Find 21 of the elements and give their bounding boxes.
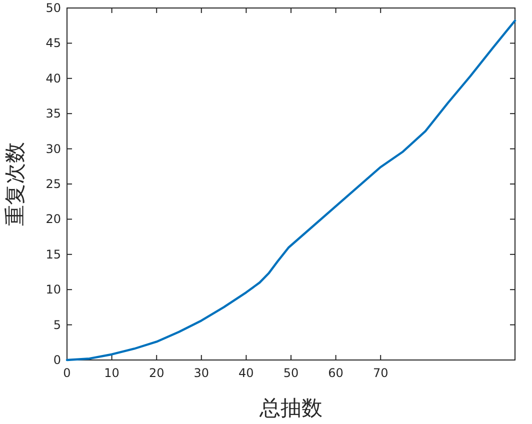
y-tick-label: 50 [46, 1, 61, 15]
xlabel: 总抽数 [260, 396, 322, 420]
y-tick-label: 0 [53, 353, 61, 367]
y-tick-label: 30 [46, 142, 61, 156]
x-tick-label: 20 [148, 366, 164, 380]
y-tick-label: 40 [46, 71, 61, 86]
y-tick-label: 45 [46, 36, 61, 50]
y-tick-label: 35 [46, 106, 61, 121]
x-tick-label: 0 [63, 366, 71, 380]
x-tick-label: 30 [194, 366, 210, 380]
x-tick-label: 10 [104, 366, 120, 380]
y-tick-label: 25 [46, 177, 61, 191]
y-tick-label: 15 [46, 247, 61, 262]
y-tick-label: 10 [46, 282, 61, 297]
x-tick-label: 40 [238, 366, 254, 380]
y-tick-label: 20 [46, 212, 61, 226]
x-tick-label: 60 [328, 366, 344, 380]
x-tick-label: 70 [372, 366, 388, 380]
x-tick-label: 50 [283, 366, 299, 380]
y-tick-label: 5 [53, 318, 61, 332]
ylabel: 重复次数 [3, 142, 27, 226]
